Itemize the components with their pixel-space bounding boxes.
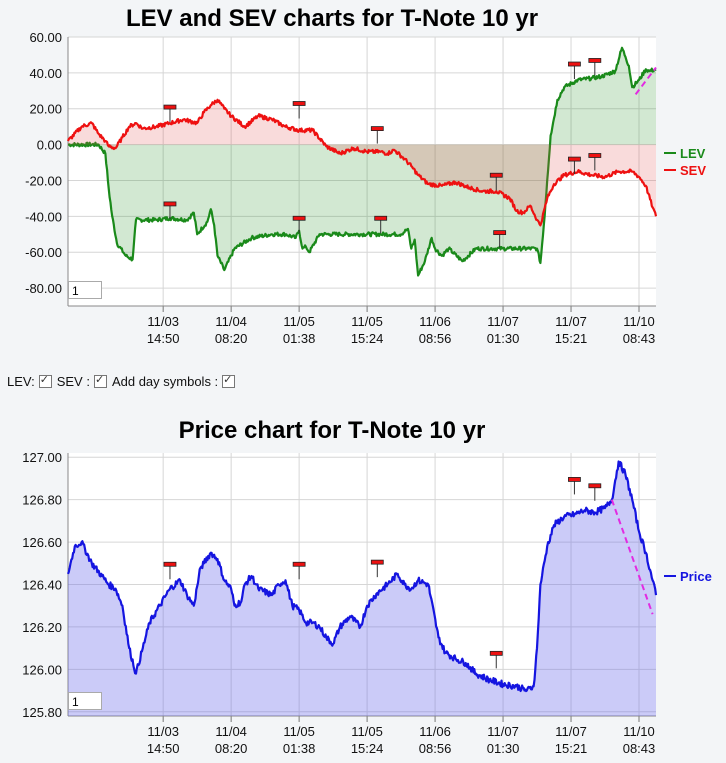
x-tick-time: 08:56 [419, 331, 452, 346]
day-marker-flag [292, 561, 306, 567]
x-tick-date: 11/07 [487, 724, 519, 739]
chart-title: LEV and SEV charts for T-Note 10 yr [126, 5, 538, 32]
x-tick-date: 11/07 [555, 314, 587, 329]
y-tick-label: 60.00 [29, 30, 62, 45]
x-tick-time: 08:20 [215, 741, 248, 756]
day-symbols-checkbox[interactable] [222, 373, 236, 388]
day-symbols-label: Add day symbols : [111, 374, 219, 389]
x-tick-time: 01:30 [487, 331, 520, 346]
x-tick-time: 14:50 [147, 331, 180, 346]
day-marker-flag [374, 215, 388, 221]
y-tick-label: 126.80 [22, 493, 62, 508]
day-marker-flag [163, 561, 177, 567]
day-marker-flag [489, 650, 503, 656]
day-marker-flag [568, 477, 581, 482]
series-fill-price [68, 461, 656, 716]
x-tick-date: 11/10 [623, 724, 655, 739]
y-tick-label: -60.00 [25, 245, 62, 260]
day-marker-flag [489, 172, 503, 178]
x-tick-time: 15:24 [351, 331, 384, 346]
x-tick-date: 11/07 [487, 314, 519, 329]
y-tick-label: 0.00 [37, 138, 62, 153]
x-tick-time: 08:56 [419, 741, 452, 756]
day-marker-flag [588, 483, 602, 489]
x-tick-time: 08:43 [623, 331, 656, 346]
lev-sev-chart: LEV and SEV charts for T-Note 10 yr 60.00… [25, 5, 706, 346]
x-tick-time: 15:21 [555, 741, 588, 756]
series-line-sev [66, 98, 658, 227]
x-tick-date: 11/06 [419, 724, 451, 739]
x-tick-time: 15:24 [351, 741, 384, 756]
lev-label: LEV: [7, 374, 35, 389]
y-tick-label: 126.60 [22, 535, 62, 550]
x-tick-date: 11/03 [147, 314, 179, 329]
y-tick-label: 126.00 [22, 662, 62, 677]
x-tick-date: 11/05 [283, 314, 315, 329]
y-tick-label: -80.00 [25, 281, 62, 296]
x-tick-time: 15:21 [555, 331, 588, 346]
x-tick-time: 14:50 [147, 741, 180, 756]
y-tick-label: 126.20 [22, 620, 62, 635]
day-marker-flag [588, 153, 602, 158]
lev-sev-zoom-input[interactable]: 1 [68, 281, 102, 299]
series-fill-sev [68, 99, 656, 226]
series-line-price [66, 460, 658, 693]
y-tick-label: 20.00 [29, 102, 62, 117]
day-marker-flag [568, 61, 581, 67]
x-tick-time: 08:20 [215, 331, 248, 346]
sev-checkbox[interactable] [93, 373, 107, 388]
legend-label-price: Price [680, 569, 712, 584]
x-tick-time: 08:43 [623, 741, 656, 756]
x-tick-date: 11/05 [351, 724, 383, 739]
lev-checkbox[interactable] [38, 373, 52, 388]
day-marker-flag [163, 201, 177, 207]
chart-title: Price chart for T-Note 10 yr [179, 417, 486, 444]
x-tick-date: 11/07 [555, 724, 587, 739]
day-marker-flag [493, 230, 507, 236]
day-marker-flag [568, 156, 581, 162]
plot-area [68, 37, 656, 306]
x-tick-time: 01:30 [487, 741, 520, 756]
x-tick-time: 01:38 [283, 741, 316, 756]
y-tick-label: -20.00 [25, 173, 62, 188]
chart-controls: LEV: SEV : Add day symbols : [7, 373, 237, 389]
x-tick-date: 11/03 [147, 724, 179, 739]
y-tick-label: 127.00 [22, 450, 62, 465]
price-zoom-input[interactable]: 1 [68, 692, 102, 710]
series-line-lev [67, 46, 657, 277]
x-tick-date: 11/04 [215, 724, 247, 739]
x-tick-date: 11/06 [419, 314, 451, 329]
y-tick-label: -40.00 [25, 209, 62, 224]
x-tick-date: 11/05 [351, 314, 383, 329]
day-marker-flag [370, 559, 384, 565]
legend-label-sev: SEV [680, 163, 706, 178]
series-fill-lev [68, 47, 656, 276]
legend-label-lev: LEV [680, 146, 706, 161]
day-marker-flag [588, 58, 602, 63]
sev-label: SEV : [56, 374, 90, 389]
day-marker-flag [292, 101, 306, 106]
day-marker-flag [292, 215, 306, 221]
x-tick-date: 11/05 [283, 724, 315, 739]
trend-line [634, 66, 657, 95]
trend-line [610, 499, 654, 615]
y-tick-label: 126.40 [22, 578, 62, 593]
x-tick-time: 01:38 [283, 331, 316, 346]
x-tick-date: 11/10 [623, 314, 655, 329]
day-marker-flag [370, 126, 384, 131]
x-tick-date: 11/04 [215, 314, 247, 329]
y-tick-label: 125.80 [22, 705, 62, 720]
y-tick-label: 40.00 [29, 66, 62, 81]
day-marker-flag [163, 104, 177, 110]
